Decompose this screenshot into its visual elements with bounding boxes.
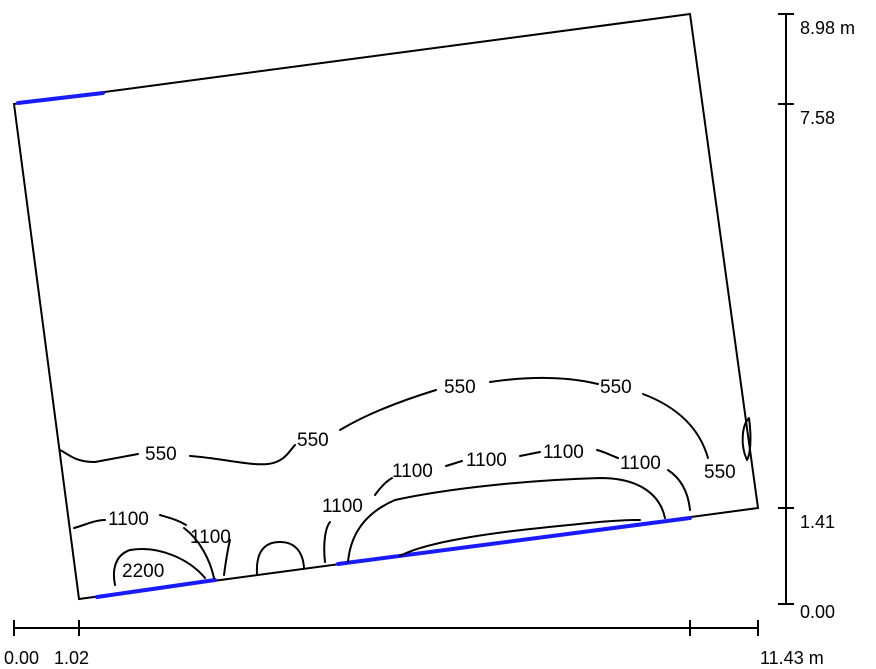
contour-inner-2 <box>399 519 641 557</box>
contour-lines <box>59 376 752 586</box>
vertical-axis: 8.98 m 7.58 1.41 0.00 <box>778 13 855 622</box>
horizontal-axis: 0.00 1.02 11.43 m <box>4 620 824 668</box>
vertical-tick-label: 7.58 <box>800 108 835 128</box>
contour-1100-left-3 <box>223 539 231 576</box>
contour-1100-left-2 <box>183 527 215 579</box>
room-outline <box>12 12 760 601</box>
horizontal-tick-label: 1.02 <box>54 648 89 668</box>
vertical-tick-label: 0.00 <box>800 602 835 622</box>
contour-label: 550 <box>145 444 177 465</box>
vertical-tick-label: 1.41 <box>800 512 835 532</box>
contour-label: 2200 <box>122 561 164 582</box>
contour-550-small <box>741 417 752 461</box>
contour-label: 1100 <box>190 527 231 548</box>
contour-label: 1100 <box>322 496 363 517</box>
contour-label: 1100 <box>108 509 149 530</box>
windows <box>16 91 692 599</box>
contour-550 <box>59 376 709 466</box>
contour-1100-left-1 <box>73 514 187 529</box>
window-top-left <box>16 91 105 105</box>
horizontal-tick-label: 0.00 <box>4 648 39 668</box>
contour-2200 <box>112 548 206 586</box>
contour-bump <box>255 541 305 575</box>
contour-label: 550 <box>297 430 329 451</box>
contour-inner <box>347 477 666 563</box>
window-bottom-left <box>95 578 217 599</box>
contour-label: 1100 <box>543 442 584 463</box>
contour-label: 550 <box>444 377 476 398</box>
contour-label: 550 <box>704 462 736 483</box>
contour-labels: 550 550 550 550 550 1100 1100 1100 1100 … <box>108 377 736 582</box>
window-bottom-right <box>336 516 692 566</box>
vertical-tick-label: 8.98 m <box>800 18 855 38</box>
contour-label: 550 <box>600 377 632 398</box>
contour-1100-middle <box>323 449 691 563</box>
contour-label: 1100 <box>466 450 507 471</box>
horizontal-tick-label: 11.43 m <box>760 648 824 668</box>
contour-label: 1100 <box>620 453 661 474</box>
contour-label: 1100 <box>392 461 433 482</box>
